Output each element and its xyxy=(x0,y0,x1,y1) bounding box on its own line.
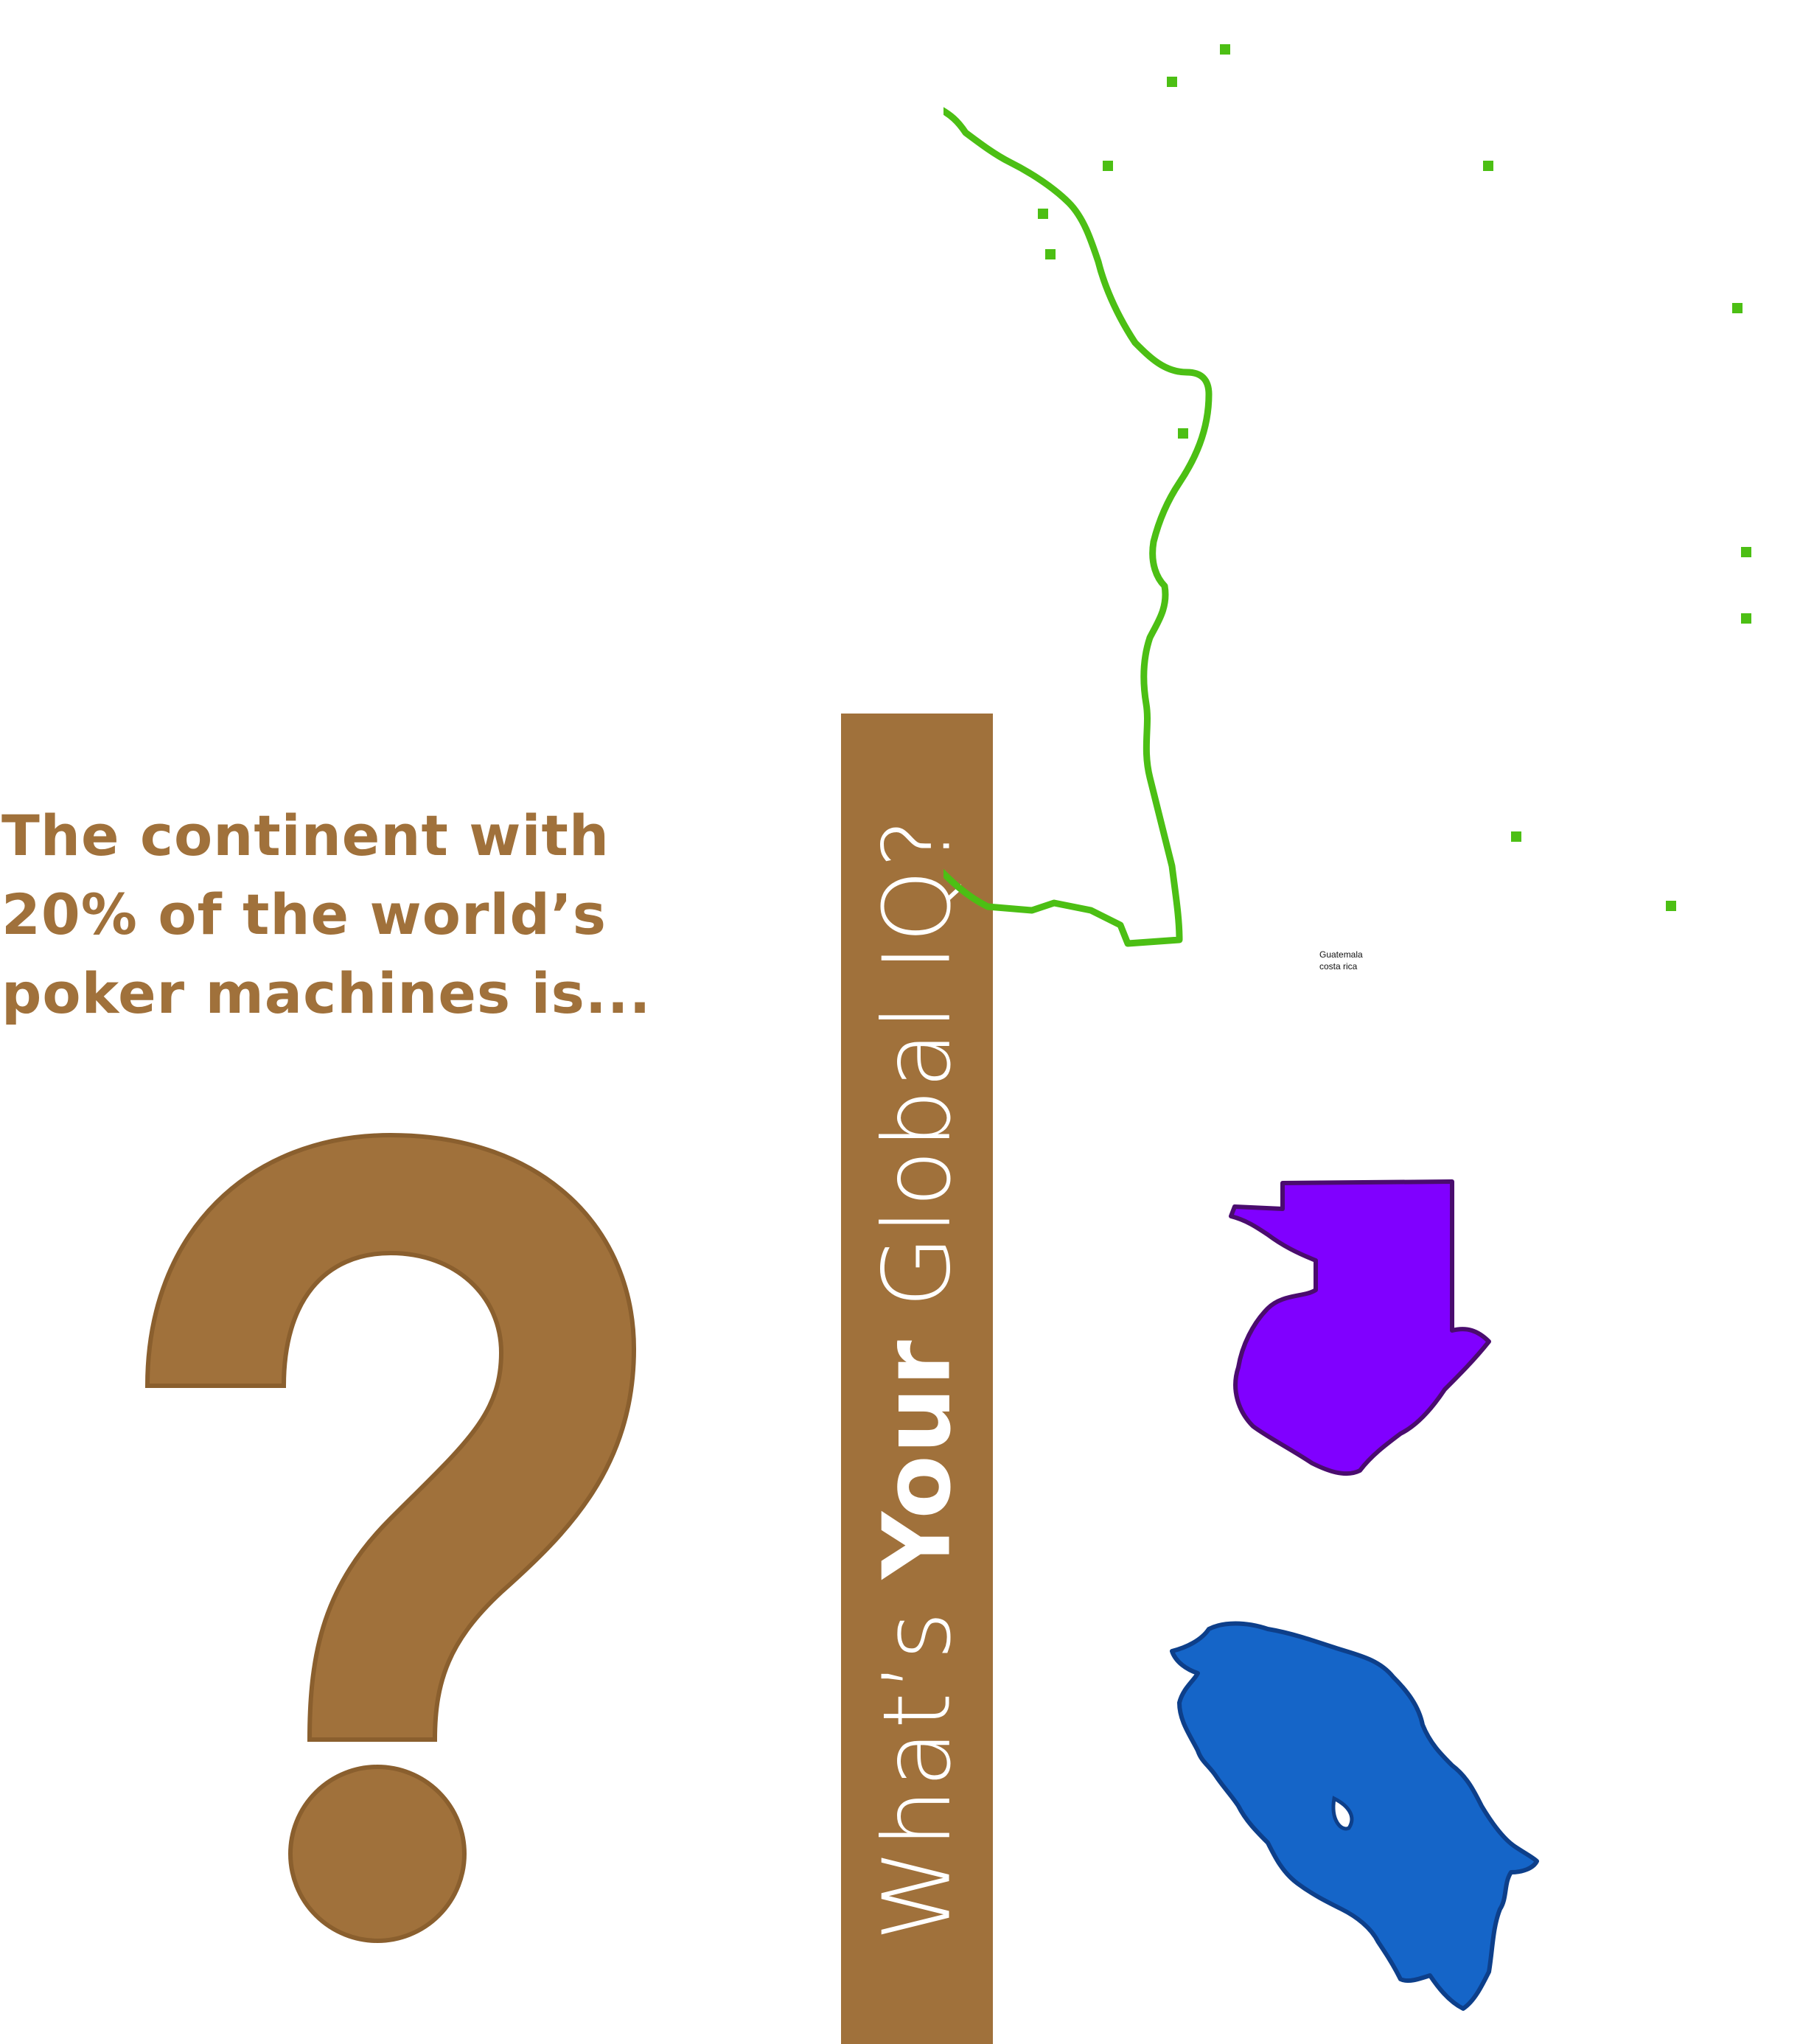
label-costa-rica: costa rica xyxy=(1319,961,1358,972)
question-mark-icon xyxy=(144,1132,637,1943)
question-line-1: The continent with xyxy=(1,803,610,868)
question-line-2: 20% of the world’s xyxy=(1,882,607,947)
title-prefix: What’s xyxy=(862,1578,971,1941)
guatemala-shape-icon xyxy=(1229,1179,1491,1476)
page-title: What’s Your Global IQ? xyxy=(863,817,971,1940)
question-text: The continent with 20% of the world’s po… xyxy=(1,796,665,1033)
title-bold: Your xyxy=(862,1338,971,1579)
title-banner: What’s Your Global IQ? xyxy=(841,714,993,2044)
question-line-3: poker machines is... xyxy=(1,960,652,1026)
continent-outline-icon xyxy=(943,44,1751,947)
map-labels: Guatemala costa rica xyxy=(1319,949,1363,972)
costa-rica-shape-icon xyxy=(1170,1621,1539,2011)
label-guatemala: Guatemala xyxy=(1319,949,1363,960)
